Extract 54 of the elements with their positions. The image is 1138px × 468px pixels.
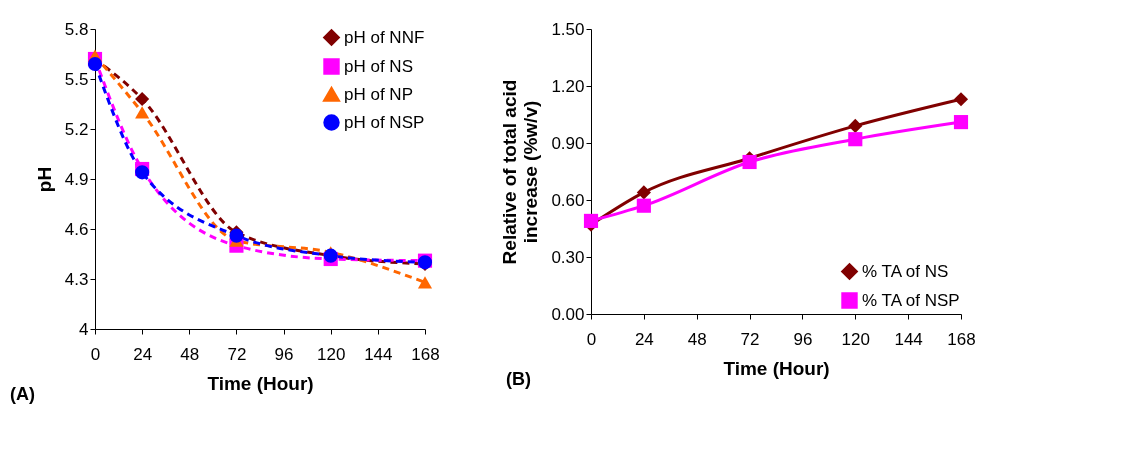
point [135,91,150,107]
y-tick-label: 4.9 [64,169,89,189]
x-tick-label: 24 [133,344,153,364]
point [953,115,969,130]
y-tick-label: 0.00 [551,304,585,324]
legend-label: pH of NS [344,56,413,76]
y-tick-label: 4 [79,319,89,339]
x-tick-label: 72 [227,344,247,364]
x-tick-label: 0 [90,344,101,364]
point [636,185,651,200]
x-tick-label: 96 [274,344,294,364]
x-tick-label: 120 [841,329,870,349]
point [848,132,863,147]
y-tick-label: 5.5 [64,69,89,89]
text: (A) [10,384,35,404]
point [87,56,103,72]
point [636,198,651,213]
y-tick-label: 1.20 [551,76,585,96]
x-tick-label: 48 [687,329,707,349]
x-tick-label: 48 [180,344,200,364]
x-tick-label: 120 [317,344,346,364]
x-axis-title: Time (Hour) [207,372,314,394]
legend-label: pH of NP [344,84,413,104]
x-tick-label: 168 [947,329,976,349]
legend-label: % TA of NSP [862,290,960,310]
x-tick-label: 144 [364,344,393,364]
legend-label: pH of NSP [344,112,425,132]
x-tick-label: 24 [634,329,654,349]
y-tick-label: 4.6 [64,219,89,239]
y-tick-label: 5.8 [64,19,89,39]
y-tick-label: 1.50 [551,19,585,39]
point [583,213,599,228]
legend-label: % TA of NS [862,261,949,281]
legend-label: pH of NNF [344,27,425,47]
x-tick-label: 144 [894,329,923,349]
y-axis-title: Relative of total acid increase (%w/v) [499,79,542,265]
point [742,154,757,170]
point [135,106,150,119]
x-tick-label: 0 [586,329,597,349]
y-tick-label: 0.30 [551,247,585,267]
y-tick-label: 5.2 [64,119,89,139]
y-tick-label: 0.90 [551,133,585,153]
x-tick-label: 168 [411,344,440,364]
point [135,165,150,180]
y-tick-label: 0.60 [551,190,585,210]
x-axis-title: Time (Hour) [723,357,830,379]
point [953,92,969,107]
y-tick-label: 4.3 [64,269,89,289]
x-tick-label: 72 [740,329,760,349]
point [848,118,863,133]
y-axis-title: pH [33,166,55,193]
point [417,276,433,289]
text: (B) [506,369,531,389]
x-tick-label: 96 [793,329,813,349]
